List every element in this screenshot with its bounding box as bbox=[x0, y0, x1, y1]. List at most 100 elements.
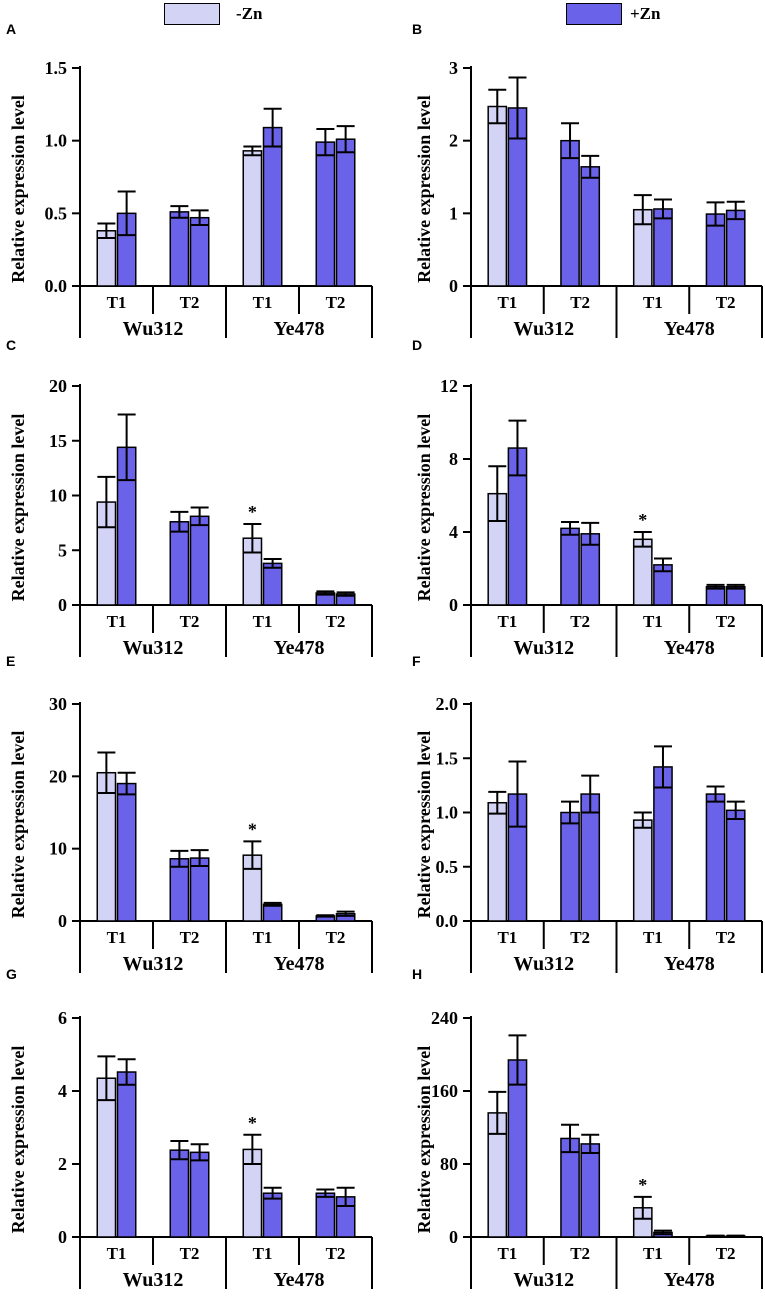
y-tick-label: 30 bbox=[49, 694, 67, 714]
bar bbox=[653, 208, 673, 287]
bar bbox=[116, 1071, 137, 1238]
x-group-label: Ye478 bbox=[664, 1269, 715, 1291]
panel-letter: E bbox=[6, 653, 15, 669]
bar bbox=[580, 1143, 601, 1238]
y-tick-label: 10 bbox=[49, 839, 67, 859]
bar bbox=[315, 1192, 336, 1238]
x-group-label: Ye478 bbox=[664, 637, 715, 659]
significance-star: * bbox=[248, 1113, 257, 1133]
x-group-label: Ye478 bbox=[273, 637, 324, 659]
bar bbox=[632, 538, 653, 606]
y-tick-label: 8 bbox=[449, 449, 458, 469]
x-group-label: Ye478 bbox=[273, 1269, 324, 1291]
y-tick-label: 1.5 bbox=[45, 58, 68, 78]
y-tick-label: 10 bbox=[49, 486, 67, 506]
chart-panel-h: H 0 80 160 240 Relative expression level T1 T2 T… bbox=[412, 966, 763, 1291]
y-axis-label: Relative expression level bbox=[8, 95, 28, 283]
bar bbox=[262, 562, 283, 606]
y-tick-label: 0 bbox=[58, 911, 67, 931]
y-tick-label: 0 bbox=[58, 595, 67, 615]
bar bbox=[96, 771, 117, 922]
bar bbox=[189, 857, 210, 922]
legend-label-plus-zn: +Zn bbox=[630, 4, 661, 23]
y-axis-label: Relative expression level bbox=[8, 731, 28, 919]
bar bbox=[632, 819, 653, 922]
panel-letter: H bbox=[412, 966, 422, 982]
bar bbox=[507, 1059, 528, 1238]
x-group-label: Wu312 bbox=[513, 953, 574, 975]
bar bbox=[169, 1149, 190, 1238]
x-subgroup-label: T1 bbox=[497, 612, 517, 631]
chart-panel-a: A 0.0 0.5 1.0 1.5 Relative expression level T1… bbox=[6, 21, 373, 340]
y-tick-label: 2 bbox=[449, 131, 458, 151]
panel-letter: D bbox=[412, 337, 422, 353]
y-tick-label: 4 bbox=[449, 522, 458, 542]
x-subgroup-label: T1 bbox=[107, 293, 127, 312]
y-tick-label: 0 bbox=[449, 276, 458, 296]
y-tick-label: 20 bbox=[49, 376, 67, 396]
x-group-label: Wu312 bbox=[123, 953, 184, 975]
panel-letter: F bbox=[412, 653, 421, 669]
chart-panel-d: D 0 4 8 12 Relative expression level T1 T2 T1 T2 W… bbox=[412, 337, 763, 659]
legend-swatch-minus-zn bbox=[164, 3, 220, 25]
x-subgroup-label: T2 bbox=[180, 928, 200, 947]
y-tick-label: 15 bbox=[49, 431, 67, 451]
x-subgroup-label: T2 bbox=[570, 1244, 590, 1263]
x-subgroup-label: T1 bbox=[107, 1244, 127, 1263]
bar bbox=[189, 1151, 210, 1238]
legend-label-minus-zn: -Zn bbox=[236, 4, 263, 23]
y-tick-label: 0.5 bbox=[436, 857, 459, 877]
y-axis-label: Relative expression level bbox=[8, 414, 28, 602]
bar bbox=[189, 515, 210, 606]
x-subgroup-label: T2 bbox=[716, 1244, 736, 1263]
bar bbox=[169, 521, 190, 606]
x-subgroup-label: T1 bbox=[643, 293, 663, 312]
chart-panel-c: C 0 5 10 15 20 Relative expression level T1 T2 T1… bbox=[6, 337, 373, 659]
x-group-label: Ye478 bbox=[273, 953, 324, 975]
y-axis-label: Relative expression level bbox=[414, 1046, 434, 1234]
x-subgroup-label: T2 bbox=[716, 928, 736, 947]
x-subgroup-label: T1 bbox=[107, 928, 127, 947]
y-axis-label: Relative expression level bbox=[414, 731, 434, 919]
y-tick-label: 2 bbox=[58, 1154, 67, 1174]
x-subgroup-label: T1 bbox=[643, 1244, 663, 1263]
x-group-label: Wu312 bbox=[513, 1269, 574, 1291]
legend-swatch-plus-zn bbox=[566, 3, 622, 25]
bar bbox=[560, 1137, 580, 1238]
x-subgroup-label: T1 bbox=[253, 293, 273, 312]
chart-panel-b: B 0 1 2 3 Relative expression level T1 T2 T1 T2 Wu… bbox=[412, 21, 763, 340]
significance-star: * bbox=[248, 819, 257, 839]
significance-star: * bbox=[638, 510, 647, 530]
bar bbox=[560, 811, 580, 922]
x-subgroup-label: T1 bbox=[497, 928, 517, 947]
y-tick-label: 1.5 bbox=[436, 748, 459, 768]
bar bbox=[96, 1077, 117, 1238]
x-subgroup-label: T1 bbox=[643, 928, 663, 947]
y-tick-label: 4 bbox=[58, 1081, 67, 1101]
x-subgroup-label: T2 bbox=[716, 293, 736, 312]
y-tick-label: 0.0 bbox=[436, 911, 459, 931]
x-group-label: Ye478 bbox=[273, 318, 324, 340]
bar bbox=[705, 793, 726, 922]
y-tick-label: 0 bbox=[449, 1227, 458, 1247]
bar bbox=[189, 216, 210, 287]
bar bbox=[315, 141, 336, 287]
x-group-label: Ye478 bbox=[664, 318, 715, 340]
panel-letter: G bbox=[6, 966, 17, 982]
y-tick-label: 0 bbox=[58, 1227, 67, 1247]
y-tick-label: 160 bbox=[431, 1081, 458, 1101]
x-subgroup-label: T2 bbox=[716, 612, 736, 631]
chart-panel-e: E 0 10 20 30 Relative expression level T1 T2 T1 T… bbox=[6, 653, 373, 975]
bar bbox=[725, 209, 746, 287]
bar bbox=[560, 527, 580, 606]
y-axis-label: Relative expression level bbox=[414, 414, 434, 602]
bar bbox=[262, 126, 283, 287]
x-subgroup-label: T2 bbox=[326, 928, 346, 947]
y-axis-label: Relative expression level bbox=[414, 95, 434, 283]
x-subgroup-label: T2 bbox=[326, 293, 346, 312]
bar bbox=[116, 782, 137, 922]
x-group-label: Wu312 bbox=[513, 637, 574, 659]
y-tick-label: 1.0 bbox=[45, 131, 68, 151]
bar bbox=[335, 138, 356, 287]
